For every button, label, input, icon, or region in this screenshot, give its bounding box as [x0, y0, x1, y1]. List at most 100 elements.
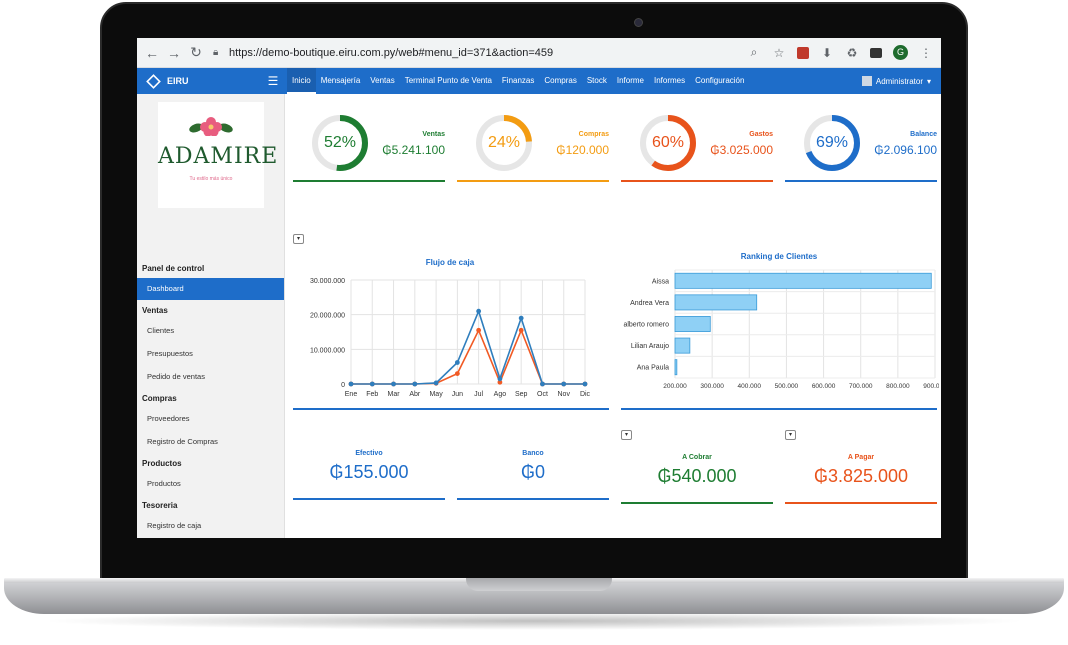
- balance-label: Banco: [522, 450, 544, 457]
- data-point[interactable]: [476, 308, 482, 314]
- address-bar[interactable]: https://demo-boutique.eiru.com.py/web#me…: [229, 46, 554, 59]
- menu-item-finanzas[interactable]: Finanzas: [501, 76, 535, 85]
- data-point[interactable]: [476, 327, 482, 333]
- data-point[interactable]: [582, 381, 588, 387]
- data-point[interactable]: [518, 315, 524, 321]
- back-icon[interactable]: ←: [145, 44, 159, 61]
- menu-item-informe[interactable]: Informe: [616, 76, 644, 85]
- payable-dropdown[interactable]: ▾: [785, 430, 796, 440]
- data-point[interactable]: [497, 376, 503, 382]
- kpi-underline: [785, 180, 937, 182]
- kpi-underline: [457, 180, 609, 182]
- kpi-percent: 69%: [815, 134, 849, 151]
- balance-card-efectivo[interactable]: Efectivo ₲155.000: [293, 428, 445, 504]
- extension-box-icon[interactable]: [870, 47, 882, 58]
- cashflow-chart-title: Flujo de caja: [425, 258, 475, 267]
- y-tick-label: 10.000.000: [310, 347, 345, 354]
- cashflow-divider: [293, 408, 609, 410]
- gauge-fill: [804, 115, 860, 171]
- menu-item-stock[interactable]: Stock: [586, 76, 607, 85]
- user-menu[interactable]: Administrator ▾: [861, 76, 941, 86]
- kpi-card-gastos[interactable]: 60% Gastos ₲3.025.000: [621, 104, 773, 182]
- data-point[interactable]: [454, 371, 460, 376]
- kpi-value: ₲3.025.000: [710, 143, 773, 157]
- gauge-fill: [640, 115, 696, 171]
- data-point[interactable]: [369, 381, 375, 387]
- sidebar: ADAMIRE Tu estilo más único Panel de con…: [137, 94, 285, 538]
- sidebar-item-registro-de-caja[interactable]: Registro de caja: [147, 521, 202, 530]
- ranking-bar[interactable]: [674, 316, 711, 332]
- x-tick-label: Jul: [474, 391, 483, 398]
- sidebar-section-title: Productos: [142, 459, 182, 468]
- x-tick-label: Oct: [537, 391, 548, 398]
- menu-item-terminal-punto-de-venta[interactable]: Terminal Punto de Venta: [404, 76, 492, 85]
- recycle-icon[interactable]: ♻: [846, 45, 858, 60]
- balance-label: A Cobrar: [682, 454, 712, 461]
- x-tick-label: Feb: [366, 391, 378, 398]
- ranking-bar[interactable]: [674, 359, 678, 376]
- receivable-dropdown[interactable]: ▾: [621, 430, 632, 440]
- kpi-card-compras[interactable]: 24% Compras ₲120.000: [457, 104, 609, 182]
- laptop-shadow: [40, 612, 1028, 630]
- ranking-bar[interactable]: [674, 272, 932, 289]
- data-point[interactable]: [412, 381, 418, 387]
- sidebar-item-clientes[interactable]: Clientes: [147, 326, 175, 335]
- data-point[interactable]: [391, 381, 396, 387]
- menu-item-compras[interactable]: Compras: [544, 76, 577, 85]
- menu-item-mensajer-a[interactable]: Mensajería: [320, 76, 361, 85]
- category-label: alberto romero: [623, 322, 669, 329]
- hamburger-icon[interactable]: ☰: [267, 74, 279, 88]
- ranking-bar[interactable]: [674, 294, 758, 311]
- kpi-card-ventas[interactable]: 52% Ventas ₲5.241.100: [293, 104, 445, 182]
- sidebar-item-presupuestos[interactable]: Presupuestos: [147, 349, 193, 358]
- menu-item-ventas[interactable]: Ventas: [370, 76, 395, 85]
- sidebar-section-title: Tesoreria: [142, 501, 178, 510]
- company-logo: ADAMIRE Tu estilo más único: [158, 102, 277, 208]
- bookmark-star-icon[interactable]: ☆: [773, 45, 785, 60]
- sidebar-item-proveedores[interactable]: Proveedores: [147, 414, 190, 423]
- ranking-bar[interactable]: [674, 337, 691, 354]
- kpi-label: Gastos: [749, 131, 773, 138]
- base-notch: [466, 578, 612, 591]
- data-point[interactable]: [561, 381, 567, 387]
- data-point[interactable]: [454, 360, 460, 365]
- download-icon[interactable]: ⬇: [821, 45, 833, 60]
- brand[interactable]: EIRU: [137, 73, 263, 89]
- kpi-percent: 52%: [323, 134, 357, 151]
- x-tick-label: Jun: [452, 391, 463, 398]
- sidebar-item-pedido-de-ventas[interactable]: Pedido de ventas: [147, 372, 205, 381]
- balance-card-a-pagar[interactable]: A Pagar ₲3.825.000: [785, 432, 937, 508]
- sidebar-item-registro-de-compras[interactable]: Registro de Compras: [147, 437, 218, 446]
- data-point[interactable]: [540, 381, 545, 387]
- kpi-value: ₲2.096.100: [874, 143, 937, 157]
- profile-avatar[interactable]: G: [893, 45, 908, 60]
- sidebar-item-dashboard[interactable]: Dashboard: [137, 278, 284, 300]
- extension-shield-icon[interactable]: [797, 46, 809, 59]
- kpi-percent: 60%: [651, 134, 685, 151]
- browser-menu-icon[interactable]: ⋮: [920, 45, 932, 60]
- kpi-percent: 24%: [487, 134, 521, 151]
- cashflow-dropdown[interactable]: ▾: [293, 234, 304, 244]
- kpi-card-balance[interactable]: 69% Balance ₲2.096.100: [785, 104, 937, 182]
- gauge-fill: [476, 115, 532, 171]
- data-point[interactable]: [433, 380, 439, 386]
- forward-icon[interactable]: →: [167, 44, 181, 61]
- balance-value: ₲3.825.000: [813, 466, 909, 486]
- screen: ← → ↻ 🔒︎ https://demo-boutique.eiru.com.…: [137, 38, 941, 538]
- data-point[interactable]: [348, 381, 354, 387]
- menu-item-inicio[interactable]: Inicio: [287, 68, 316, 94]
- zoom-icon[interactable]: ⌕: [750, 45, 758, 59]
- y-tick-label: 20.000.000: [310, 313, 345, 320]
- sidebar-item-productos[interactable]: Productos: [147, 479, 181, 488]
- data-point[interactable]: [497, 379, 503, 385]
- x-tick-label: 700.000: [849, 383, 873, 390]
- balance-card-a-cobrar[interactable]: A Cobrar ₲540.000: [621, 432, 773, 508]
- menu-item-informes[interactable]: Informes: [653, 76, 686, 85]
- kpi-label: Ventas: [422, 131, 445, 138]
- cashflow-line-chart: 0 10.000.000 20.000.000 30.000.000 Ene Feb Mar…: [310, 278, 591, 398]
- kpi-gauge: [804, 115, 860, 171]
- reload-icon[interactable]: ↻: [190, 44, 202, 60]
- menu-item-configuraci-n[interactable]: Configuración: [695, 76, 745, 85]
- data-point[interactable]: [518, 327, 524, 333]
- balance-card-banco[interactable]: Banco ₲0: [457, 428, 609, 504]
